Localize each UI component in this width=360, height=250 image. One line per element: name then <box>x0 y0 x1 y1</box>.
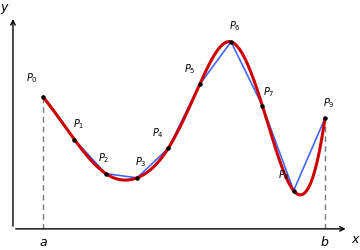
Text: $P_{2}$: $P_{2}$ <box>98 151 110 165</box>
Text: $P_{7}$: $P_{7}$ <box>262 86 274 99</box>
Text: $P_{3}$: $P_{3}$ <box>135 156 147 169</box>
Text: $P_{9}$: $P_{9}$ <box>323 96 335 110</box>
Text: $P_{1}$: $P_{1}$ <box>73 117 84 131</box>
Text: $P_{4}$: $P_{4}$ <box>152 126 164 140</box>
Text: x: x <box>352 233 359 246</box>
Text: a: a <box>39 236 47 249</box>
Text: $P_{6}$: $P_{6}$ <box>229 20 241 33</box>
Text: $P_{0}$: $P_{0}$ <box>26 72 37 86</box>
Text: b: b <box>321 236 329 249</box>
Text: y: y <box>1 1 8 14</box>
Text: $P_{8}$: $P_{8}$ <box>278 168 289 182</box>
Text: $P_{5}$: $P_{5}$ <box>184 62 195 76</box>
